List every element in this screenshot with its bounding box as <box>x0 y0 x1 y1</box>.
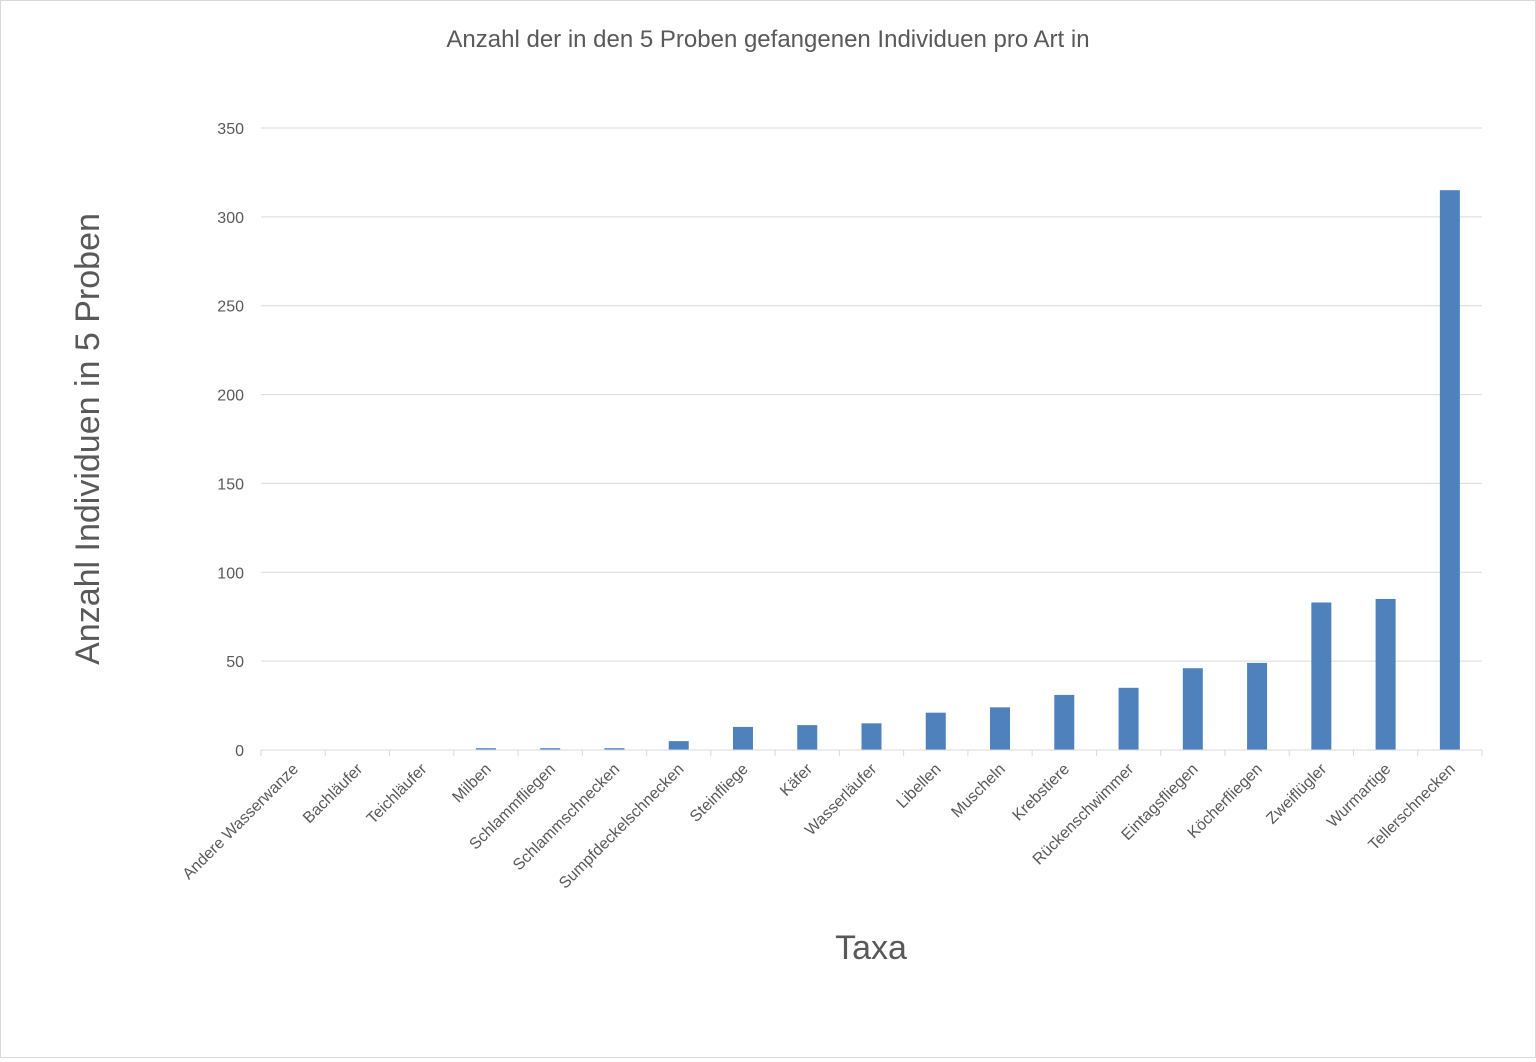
bar <box>540 748 561 750</box>
bar <box>1375 598 1396 750</box>
x-tick-label: Milben <box>449 761 494 806</box>
x-tick-label: Zweiflügler <box>1263 760 1330 827</box>
x-tick-label: Krebstiere <box>1010 761 1074 825</box>
y-axis-ticks: 0 50 100 150 200 250 300 350 <box>217 121 244 760</box>
bar <box>1439 190 1460 750</box>
bar <box>604 748 625 750</box>
y-tick-label: 100 <box>217 565 244 582</box>
bar <box>797 725 818 750</box>
x-tick-label: Schlammschnecken <box>510 761 623 874</box>
x-tick-label: Sumpfdeckelschnecken <box>556 761 688 893</box>
y-tick-label: 300 <box>217 210 244 227</box>
bar <box>668 741 689 750</box>
bar <box>990 707 1011 750</box>
y-tick-label: 350 <box>217 121 244 138</box>
x-tick-label: Libellen <box>894 761 945 812</box>
bar <box>1054 694 1075 750</box>
y-axis-label: Anzahl Individuen in 5 Proben <box>69 213 107 665</box>
x-tick-label: Wurmartige <box>1324 761 1394 831</box>
chart-title: Anzahl der in den 5 Proben gefangenen In… <box>446 26 1089 53</box>
x-tick-label: Bachläufer <box>300 760 367 827</box>
x-tick-label: Muscheln <box>948 761 1008 821</box>
bar <box>861 723 882 750</box>
x-axis-label: Taxa <box>835 929 907 967</box>
bar <box>1118 687 1139 750</box>
gridlines <box>261 127 1482 662</box>
bar <box>1182 668 1203 750</box>
x-tick-label: Steinfliege <box>687 761 752 826</box>
bar <box>1311 602 1332 750</box>
x-tick-label: Andere Wasserwanze <box>180 761 302 883</box>
bar <box>1247 662 1268 750</box>
x-tick-label: Käfer <box>777 760 817 800</box>
bars <box>475 190 1460 750</box>
bar <box>475 748 496 750</box>
y-tick-label: 150 <box>217 476 244 493</box>
bar <box>925 712 946 750</box>
x-axis <box>260 749 1483 756</box>
x-tick-label: Teichläufer <box>364 760 431 827</box>
y-tick-label: 200 <box>217 388 244 405</box>
y-tick-label: 0 <box>235 743 244 760</box>
y-tick-label: 250 <box>217 299 244 316</box>
bar <box>732 726 753 750</box>
y-tick-label: 50 <box>226 654 244 671</box>
